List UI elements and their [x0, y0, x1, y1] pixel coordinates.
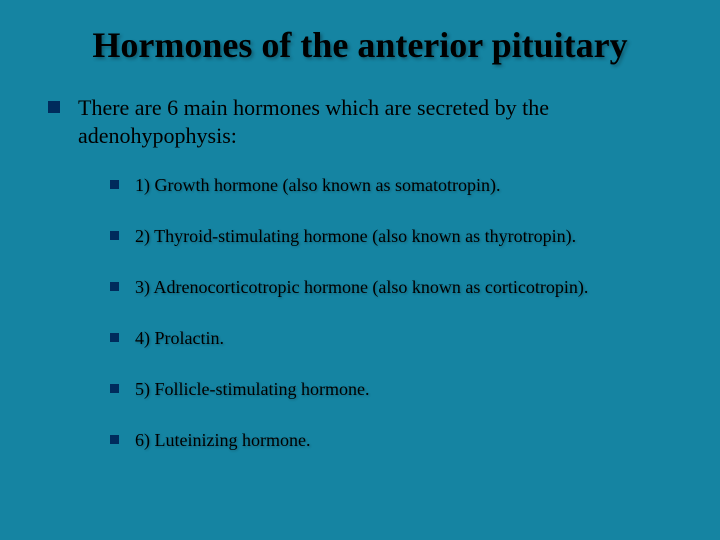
list-item: 1) Growth hormone (also known as somatot… — [110, 175, 680, 196]
slide: Hormones of the anterior pituitary There… — [0, 0, 720, 540]
square-bullet-icon — [110, 333, 119, 342]
list-item-text: 1) Growth hormone (also known as somatot… — [135, 175, 500, 196]
list-item: 4) Prolactin. — [110, 328, 680, 349]
list-item-text: 4) Prolactin. — [135, 328, 224, 349]
square-bullet-icon — [110, 231, 119, 240]
list-item: 3) Adrenocorticotropic hormone (also kno… — [110, 277, 680, 298]
list-item-text: 2) Thyroid-stimulating hormone (also kno… — [135, 226, 576, 247]
square-bullet-icon — [110, 282, 119, 291]
square-bullet-icon — [110, 384, 119, 393]
intro-text: There are 6 main hormones which are secr… — [78, 94, 680, 149]
slide-title: Hormones of the anterior pituitary — [40, 24, 680, 66]
list-item: 6) Luteinizing hormone. — [110, 430, 680, 451]
square-bullet-icon — [110, 435, 119, 444]
list-item: 5) Follicle-stimulating hormone. — [110, 379, 680, 400]
list-item-text: 6) Luteinizing hormone. — [135, 430, 310, 451]
list-item: 2) Thyroid-stimulating hormone (also kno… — [110, 226, 680, 247]
square-bullet-icon — [110, 180, 119, 189]
hormone-list: 1) Growth hormone (also known as somatot… — [110, 175, 680, 451]
intro-item: There are 6 main hormones which are secr… — [48, 94, 680, 149]
list-item-text: 3) Adrenocorticotropic hormone (also kno… — [135, 277, 588, 298]
square-bullet-icon — [48, 101, 60, 113]
list-item-text: 5) Follicle-stimulating hormone. — [135, 379, 369, 400]
